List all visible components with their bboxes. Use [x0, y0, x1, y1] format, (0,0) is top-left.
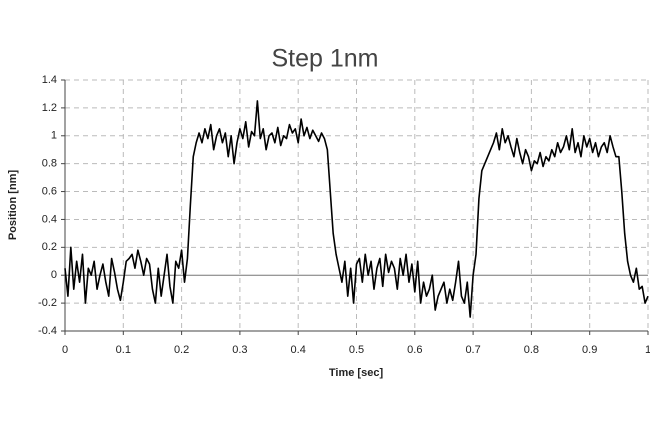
y-tick-label: 1.2 [42, 102, 57, 114]
x-axis-label: Time [sec] [329, 367, 384, 379]
x-tick-label: 0.9 [582, 344, 597, 356]
y-tick-label: 0.6 [42, 185, 57, 197]
y-tick-label: 1.4 [42, 74, 57, 86]
x-tick-label: 0 [62, 344, 68, 356]
y-axis-label: Position [nm] [7, 170, 19, 241]
y-tick-label: -0.2 [38, 297, 57, 309]
chart-title: Step 1nm [271, 45, 378, 73]
data-line [64, 100, 649, 318]
y-tick-label: 0.2 [42, 241, 57, 253]
x-tick-label: 0.8 [524, 344, 539, 356]
x-tick-label: 0.6 [407, 344, 422, 356]
y-tick-label: -0.4 [38, 325, 57, 337]
x-tick-label: 0.7 [465, 344, 480, 356]
x-tick-label: 0.4 [291, 344, 306, 356]
x-tick-label: 0.5 [349, 344, 364, 356]
x-tick-label: 0.1 [116, 344, 131, 356]
x-tick-label: 0.3 [232, 344, 247, 356]
y-tick-label: 0.4 [42, 213, 57, 225]
y-tick-label: 0 [51, 269, 57, 281]
x-tick-label: 1 [645, 344, 650, 356]
y-tick-label: 1 [51, 130, 57, 142]
x-tick-label: 0.2 [174, 344, 189, 356]
y-tick-label: 0.8 [42, 158, 57, 170]
